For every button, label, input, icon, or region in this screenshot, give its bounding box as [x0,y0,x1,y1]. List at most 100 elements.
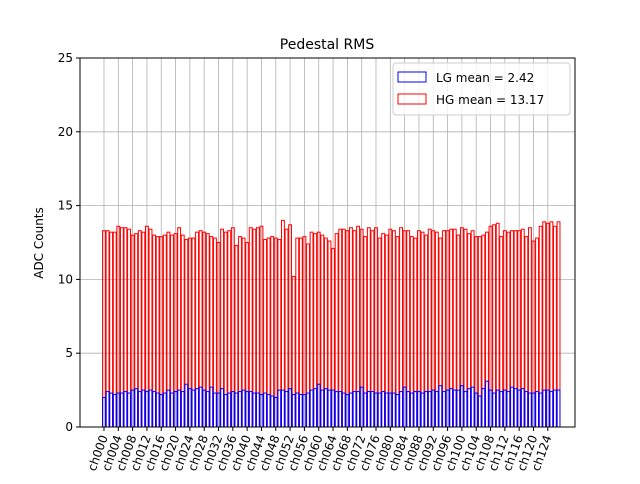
bar [263,392,267,428]
bar [137,391,142,428]
bar [277,389,282,428]
bar [481,388,486,428]
bar [234,392,239,428]
bar [377,392,382,428]
bar [366,391,371,428]
bar [470,386,475,428]
bar [485,380,489,428]
bar [198,386,203,428]
bar [320,389,325,428]
legend-swatch [397,71,427,83]
bar [284,391,289,428]
bar [323,388,328,428]
bar [306,392,310,428]
bar [499,391,504,428]
bar [223,394,228,428]
bar [119,392,124,428]
bar [195,388,199,428]
bar [313,388,318,428]
bar [399,391,403,428]
bar [220,388,225,428]
bar [177,389,182,428]
y-tick-label: 15 [58,199,73,213]
bar [510,386,514,428]
bar [162,392,167,428]
bar [227,392,232,428]
bar [556,389,561,428]
bar [409,392,414,428]
bar [520,388,525,428]
bar [298,394,303,428]
bar [384,392,389,428]
bar [391,392,396,428]
bar [266,394,271,428]
bar [542,389,547,428]
bar [155,392,160,428]
bar [205,391,210,428]
y-axis-label: ADC Counts [32,207,46,279]
bar [549,391,554,428]
chart-title: Pedestal RMS [280,37,375,53]
bar [413,391,418,428]
bar [281,389,285,428]
bar [152,391,157,428]
bar [134,388,139,428]
legend-swatch [397,93,427,105]
y-tick-label: 25 [58,51,73,65]
bar [524,391,529,428]
bar [438,385,443,428]
bar [442,391,446,428]
bar [370,391,375,428]
legend: LG mean = 2.42 HG mean = 13.17 [392,62,571,116]
bar [449,388,454,428]
legend-frame [392,62,571,116]
y-tick-label: 0 [65,420,73,434]
bar [334,391,339,428]
bar [213,392,217,428]
bar [363,392,368,428]
bar [381,391,386,428]
bar [191,389,196,428]
bar [309,389,314,428]
bar [248,391,253,428]
legend-label: HG mean = 13.17 [436,93,544,107]
bar [270,395,275,428]
plot-frame [79,57,576,428]
bar [180,391,185,428]
bars [102,219,561,428]
bar [327,389,332,428]
bar [527,392,532,428]
bar [123,391,128,428]
bar [495,389,500,428]
bar [291,394,296,428]
bar [420,392,425,428]
bar [209,386,214,428]
bar [424,391,429,428]
y-tick-label: 5 [65,346,73,360]
bar [238,391,242,428]
bar [553,389,557,428]
bar [352,391,357,428]
bar [170,392,174,428]
bar [341,392,346,428]
legend-label: LG mean = 2.42 [436,71,534,85]
bar [406,391,411,428]
bar [506,391,511,428]
bar [535,391,539,428]
bar [456,389,461,428]
bar [434,391,439,428]
bar [492,392,497,428]
bar [452,389,457,428]
bar [105,391,110,428]
bar [477,395,482,428]
bar [109,392,114,428]
bar [166,389,171,428]
bar [538,392,543,428]
bar [349,392,353,428]
bar [427,391,432,428]
bar [241,389,246,428]
y-tick-label: 10 [58,272,73,286]
bar [252,392,257,428]
y-tick-label: 20 [58,125,73,139]
